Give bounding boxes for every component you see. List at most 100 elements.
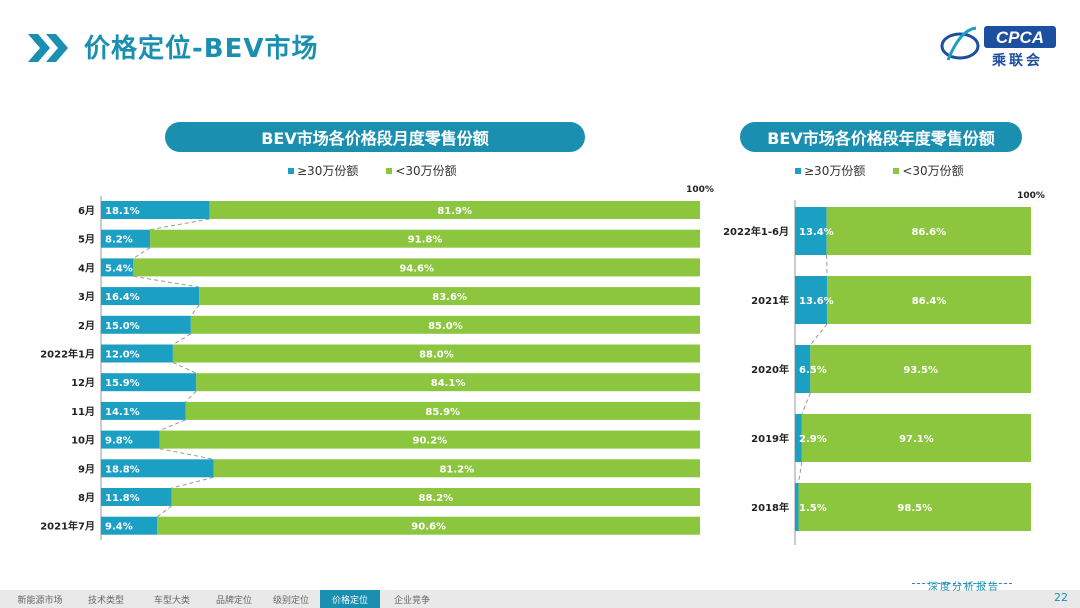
bar-below-30w — [798, 483, 1031, 531]
bar-above-30w — [101, 459, 214, 478]
bar-above-30w — [101, 201, 210, 219]
connector-line — [185, 390, 197, 403]
category-label: 5月 — [78, 234, 95, 246]
data-label-below: 90.2% — [412, 436, 447, 447]
data-label-below: 88.0% — [419, 350, 454, 361]
footer-nav-item[interactable]: 企业竞争 — [393, 595, 430, 606]
category-label: 2022年1月 — [40, 348, 95, 361]
connector-line — [171, 476, 214, 489]
connector-line — [157, 505, 172, 518]
legend-item-below: <30万份额 — [386, 162, 457, 179]
data-label-above: 13.6% — [799, 296, 834, 307]
data-label-below: 81.9% — [437, 206, 472, 217]
data-label-above: 9.4% — [105, 522, 133, 533]
connector-line — [150, 218, 210, 231]
footer-nav-item[interactable]: 技术类型 — [87, 595, 124, 606]
footer-divider — [912, 583, 1012, 584]
bar-above-30w — [101, 401, 186, 420]
monthly-legend: ≥30万份额 <30万份额 — [288, 162, 477, 179]
data-label-above: 14.1% — [105, 407, 140, 418]
logo-subtitle: 乘联会 — [992, 53, 1043, 69]
footer-nav-item[interactable]: 车型大类 — [153, 595, 190, 606]
bar-above-30w — [101, 344, 173, 363]
category-label: 9月 — [78, 463, 95, 475]
bar-below-30w — [827, 276, 1031, 324]
page-number: 22 — [1054, 591, 1068, 604]
data-label-below: 94.6% — [399, 263, 434, 274]
category-label: 3月 — [78, 291, 95, 303]
max-value-label: 100% — [686, 185, 714, 195]
category-label: 6月 — [78, 205, 95, 217]
bar-above-30w — [101, 516, 158, 535]
data-label-above: 8.2% — [105, 235, 133, 246]
category-label: 2021年7月 — [40, 520, 95, 533]
legend-item-below: <30万份额 — [893, 162, 964, 179]
bar-above-30w — [101, 430, 160, 449]
data-label-below: 83.6% — [432, 292, 467, 303]
cpca-logo: CPCA — [940, 26, 1056, 61]
bar-below-30w — [801, 414, 1031, 462]
data-label-below: 91.8% — [408, 235, 443, 246]
data-label-below: 84.1% — [431, 378, 466, 389]
bar-below-30w — [172, 344, 700, 363]
bar-below-30w — [171, 488, 700, 506]
category-label: 8月 — [78, 492, 95, 504]
bar-below-30w — [810, 345, 1031, 393]
footer-nav-item[interactable]: 价格定位 — [320, 590, 380, 608]
monthly-chart-title: BEV市场各价格段月度零售份额 — [165, 122, 585, 152]
footer-bar — [0, 590, 1080, 608]
bar-below-30w — [190, 315, 700, 334]
category-label: 12月 — [71, 377, 95, 389]
footer-nav-item[interactable]: 级别定位 — [272, 595, 309, 606]
footer-nav-item[interactable]: 品牌定位 — [215, 595, 252, 606]
report-label: 深度分析报告 — [928, 582, 1000, 593]
connector-line — [801, 392, 811, 415]
connector-line — [798, 461, 803, 484]
connector-line — [809, 323, 828, 346]
data-label-above: 12.0% — [105, 350, 140, 361]
data-label-above: 11.8% — [105, 493, 140, 504]
bar-above-30w — [795, 276, 828, 324]
connector-line — [159, 448, 214, 460]
bar-below-30w — [185, 401, 701, 420]
data-label-below: 85.0% — [428, 321, 463, 332]
data-label-above: 18.8% — [105, 464, 140, 475]
data-label-above: 1.5% — [799, 503, 827, 514]
bar-below-30w — [213, 459, 700, 478]
max-value-label: 100% — [1017, 191, 1045, 201]
footer-nav-item[interactable]: 新能源市场 — [17, 595, 63, 606]
data-label-above: 9.8% — [105, 436, 133, 447]
yearly-legend: ≥30万份额 <30万份额 — [795, 162, 984, 179]
bar-below-30w — [196, 373, 700, 392]
data-label-below: 88.2% — [418, 493, 453, 504]
bar-above-30w — [795, 207, 827, 255]
data-label-above: 16.4% — [105, 292, 140, 303]
category-label: 2018年 — [751, 501, 789, 514]
bar-below-30w — [157, 516, 700, 535]
page-title: 价格定位-BEV市场 — [84, 34, 319, 64]
category-label: 4月 — [78, 262, 95, 274]
bar-above-30w — [795, 345, 811, 393]
data-label-below: 86.6% — [911, 227, 946, 238]
data-label-above: 15.0% — [105, 321, 140, 332]
connector-line — [172, 362, 197, 374]
bar-below-30w — [199, 287, 700, 306]
bar-above-30w — [795, 483, 799, 531]
bar-above-30w — [101, 373, 197, 392]
data-label-below: 81.2% — [439, 464, 474, 475]
yearly-chart-title: BEV市场各价格段年度零售份额 — [740, 122, 1022, 152]
bar-below-30w — [150, 229, 701, 248]
bar-above-30w — [101, 488, 172, 506]
category-label: 10月 — [71, 435, 95, 447]
connector-line — [190, 304, 200, 317]
data-label-below: 85.9% — [425, 407, 460, 418]
bar-below-30w — [209, 201, 700, 219]
data-label-below: 90.6% — [411, 522, 446, 533]
svg-text:CPCA: CPCA — [996, 28, 1044, 47]
data-label-above: 6.5% — [799, 365, 827, 376]
data-label-above: 2.9% — [799, 434, 827, 445]
data-label-above: 13.4% — [799, 227, 834, 238]
legend-item-above: ≥30万份额 — [795, 162, 865, 179]
data-label-below: 93.5% — [903, 365, 938, 376]
category-label: 2019年 — [751, 432, 789, 445]
